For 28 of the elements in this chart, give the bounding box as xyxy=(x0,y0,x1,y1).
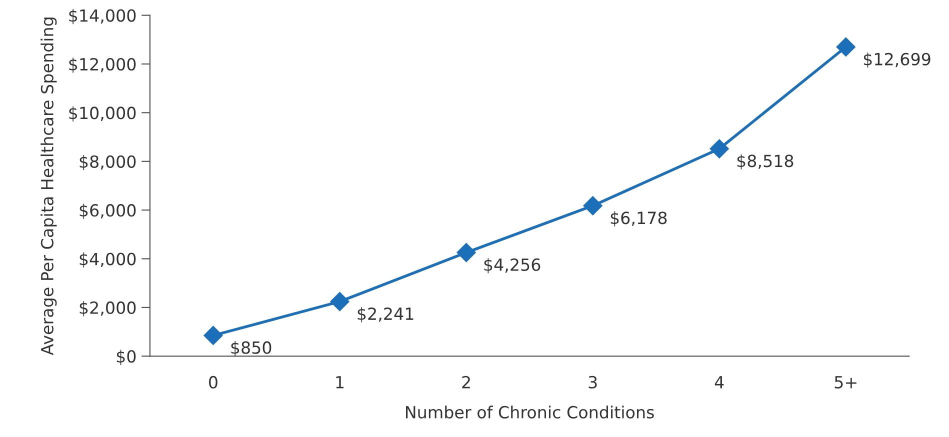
data-label: $12,699 xyxy=(864,52,930,68)
y-tick-label: $0 xyxy=(116,350,136,365)
point xyxy=(583,196,602,216)
data-label: $850 xyxy=(231,341,272,356)
data-label: $6,178 xyxy=(610,211,667,226)
x-tick-label: 1 xyxy=(336,376,344,388)
y-tick-label: $12,000 xyxy=(69,58,136,73)
data-label: $8,518 xyxy=(737,154,794,170)
x-tick-label: 0 xyxy=(209,376,218,388)
data-label: $2,241 xyxy=(358,307,414,322)
x-tick-label: 2 xyxy=(462,376,470,388)
y-tick-label: $8,000 xyxy=(80,155,136,170)
y-tick-label: $6,000 xyxy=(80,204,136,219)
y-axis-title: Average Per Capita Healthcare Spending xyxy=(40,18,57,356)
y-tick-label: $14,000 xyxy=(69,8,136,24)
y-tick-label: $4,000 xyxy=(80,252,136,268)
point xyxy=(710,139,729,158)
point xyxy=(836,37,856,57)
x-tick-label: 4 xyxy=(714,376,724,388)
point xyxy=(330,292,350,312)
y-tick-label: $2,000 xyxy=(80,301,136,316)
data-label: $4,256 xyxy=(484,258,540,274)
y-tick-label: $10,000 xyxy=(69,106,136,122)
x-tick-label: 3 xyxy=(588,376,597,388)
x-axis-title: Number of Chronic Conditions xyxy=(406,406,654,419)
point xyxy=(204,326,223,345)
point xyxy=(456,243,476,262)
x-tick-label: 5+ xyxy=(834,376,856,388)
